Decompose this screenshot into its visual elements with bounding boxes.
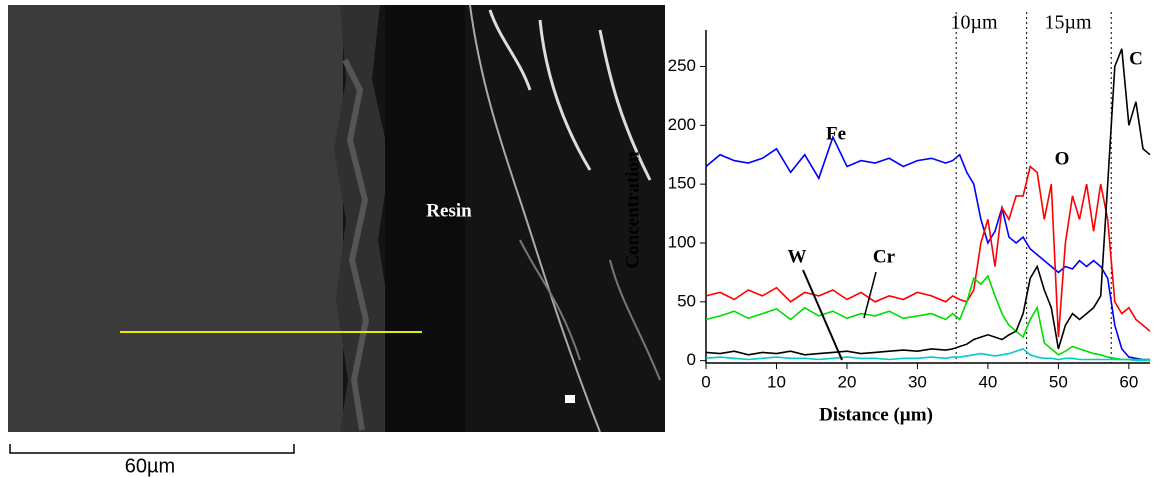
x-axis-title: Distance (µm) [819, 404, 933, 425]
sem-spot [565, 395, 575, 403]
y-tick-label: 150 [668, 174, 696, 193]
series-line [706, 167, 1150, 338]
series-label: W [788, 246, 807, 267]
pointer [803, 270, 842, 360]
sem-steel [8, 5, 343, 432]
x-tick-label: 0 [701, 372, 710, 391]
series-line [706, 137, 1150, 359]
y-axis-title: Concentration [622, 151, 643, 269]
series-line [706, 276, 1150, 360]
scale-label: 60µm [125, 455, 175, 477]
y-tick-label: 100 [668, 232, 696, 251]
chart: 0 50 100 150 200 250 0 10 20 30 40 50 60 10µm 15µm Dist… [622, 12, 1150, 426]
y-tick-label: 50 [677, 291, 696, 310]
y-tick-label: 0 [687, 350, 696, 369]
series-label: Fe [826, 123, 846, 144]
y-tick-label: 200 [668, 115, 696, 134]
annotation: 15µm [1044, 12, 1092, 34]
series-label: Cr [873, 246, 896, 267]
x-tick-label: 50 [1049, 372, 1068, 391]
figure: Resin 60µm 0 50 100 150 200 250 0 10 20 30 40 50 60 1… [0, 0, 1153, 477]
y-tick-label: 250 [668, 56, 696, 75]
x-tick-label: 60 [1119, 372, 1138, 391]
x-tick-label: 20 [837, 372, 856, 391]
x-tick-label: 30 [908, 372, 927, 391]
series-label: C [1129, 48, 1143, 69]
sem-image: Resin 60µm [8, 5, 665, 477]
x-tick-label: 10 [767, 372, 786, 391]
series-label: O [1055, 148, 1070, 169]
scale-bar [10, 444, 294, 453]
annotation: 10µm [950, 12, 998, 34]
x-tick-label: 40 [978, 372, 997, 391]
resin-label: Resin [426, 200, 472, 221]
page: Resin 60µm 0 50 100 150 200 250 0 10 20 30 40 50 60 1… [0, 0, 1153, 477]
